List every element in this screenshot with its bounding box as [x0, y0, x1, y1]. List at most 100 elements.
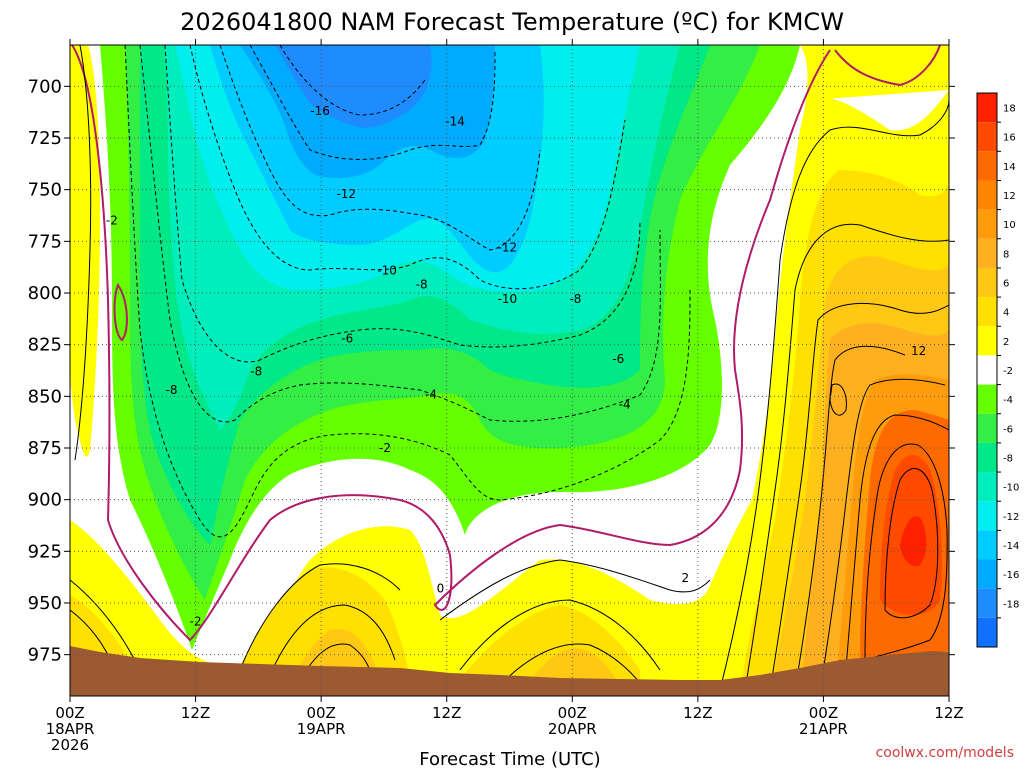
contour-label: -10: [498, 292, 518, 306]
contour-label: -8: [416, 278, 428, 292]
y-tick-label: 900: [28, 490, 62, 511]
y-tick-label: 725: [28, 128, 62, 149]
colorbar-label: -14: [1003, 541, 1019, 552]
terrain: [70, 646, 949, 696]
colorbar-swatch: [977, 384, 997, 414]
colorbar-label: -8: [1003, 453, 1013, 464]
colorbar-label: 6: [1003, 279, 1009, 290]
colorbar-swatch: [977, 209, 997, 239]
x-tick-label: 18APR: [46, 720, 95, 738]
colorbar-label: 4: [1003, 308, 1009, 319]
y-tick-label: 850: [28, 386, 62, 407]
colorbar-label: 12: [1003, 191, 1016, 202]
contour-label: -4: [619, 398, 631, 412]
contour-label: -6: [612, 352, 624, 366]
contour-label: -2: [106, 214, 118, 228]
contour-label: -8: [250, 365, 262, 379]
x-tick-label: 00Z: [55, 704, 84, 722]
contour-label: 2: [681, 571, 689, 585]
contour-label: 12: [911, 344, 926, 358]
x-tick-label: 00Z: [809, 704, 838, 722]
colorbar-label: -2: [1003, 366, 1013, 377]
colorbar-label: -12: [1003, 512, 1019, 523]
colorbar-swatch: [977, 472, 997, 502]
colorbar-swatch: [977, 151, 997, 181]
colorbar-label: 14: [1003, 162, 1016, 173]
zero-degree-contour: [71, 45, 941, 642]
x-tick-label: 00Z: [558, 704, 587, 722]
y-tick-label: 775: [28, 231, 62, 252]
contour-label: 0: [437, 582, 445, 596]
colorbar-swatch: [977, 267, 997, 298]
zero-degree-loop: [113, 282, 128, 342]
temp-band-minus16: [275, 45, 432, 128]
plot-area: [70, 45, 949, 696]
colorbar-swatch: [977, 442, 997, 473]
contour-label: -12: [336, 187, 356, 201]
plot-frame: [69, 44, 950, 697]
y-tick-label: 800: [28, 283, 62, 304]
x-tick-label: 12Z: [683, 704, 712, 722]
colorbar-swatch: [977, 617, 997, 647]
x-tick-label: 2026: [51, 736, 89, 754]
contour-label: -16: [310, 104, 330, 118]
x-tick-label: 12Z: [181, 704, 210, 722]
temp-band-deep-red: [900, 516, 927, 567]
colorbar-swatch: [977, 180, 997, 210]
colorbar-swatch: [977, 501, 997, 531]
y-tick-label: 925: [28, 541, 62, 562]
x-tick-label: 12Z: [934, 704, 963, 722]
contour-label: -8: [166, 383, 178, 397]
y-tick-label: 875: [28, 438, 62, 459]
y-tick-label: 975: [28, 645, 62, 666]
x-tick-label: 00Z: [306, 704, 335, 722]
y-tick-label: 950: [28, 593, 62, 614]
colorbar-swatch: [977, 413, 997, 443]
y-axis: 700 725 750 775 800 825 850 875 900 925 950 975: [28, 76, 955, 666]
colorbar-label: 16: [1003, 133, 1016, 144]
colorbar-swatch: [977, 238, 997, 268]
colorbar: 18 16 14 12 10 8 6 4 2 -2 -4 -6 -8 -10 -12 -14 -16 -18: [976, 92, 1019, 648]
contour-label: -12: [498, 241, 518, 255]
colorbar-swatch: [977, 297, 997, 327]
colorbar-swatch: [977, 122, 997, 152]
y-tick-label: 750: [28, 180, 62, 201]
contour-label: -14: [445, 114, 465, 128]
contour-labels: -16 -14 -12 -12 -10 -10 -8 -8 -8 -8 -6 -6 -4 -4 -2 -2 -2…: [106, 104, 926, 628]
colorbar-swatch: [977, 93, 997, 123]
contour-label: -2: [190, 615, 202, 629]
chart-title: 2026041800 NAM Forecast Temperature (ºC)…: [180, 8, 844, 36]
colorbar-label: 8: [1003, 249, 1009, 260]
colorbar-label: -18: [1003, 599, 1019, 610]
colorbar-swatch: [977, 530, 997, 560]
contour-label: -4: [425, 387, 437, 401]
colorbar-label: 2: [1003, 337, 1009, 348]
contour-label: -2: [379, 441, 391, 455]
colorbar-swatch: [977, 326, 997, 356]
contour-label: -8: [569, 292, 581, 306]
colorbar-label: -4: [1003, 395, 1013, 406]
grid: [70, 45, 949, 696]
credit-text: coolwx.com/models: [876, 745, 1014, 761]
y-tick-label: 825: [28, 335, 62, 356]
colorbar-frame: [976, 92, 998, 648]
colorbar-label: -6: [1003, 424, 1013, 435]
subzero-contours: [124, 45, 691, 538]
colorbar-label: -10: [1003, 483, 1019, 494]
x-tick-label: 19APR: [297, 720, 346, 738]
x-tick-label: 21APR: [799, 720, 848, 738]
colorbar-swatch: [977, 588, 997, 618]
contour-label: -6: [341, 331, 353, 345]
colorbar-label: 18: [1003, 104, 1016, 115]
colorbar-swatch: [977, 559, 997, 589]
temp-band-yellow-left: [70, 45, 100, 457]
y-tick-label: 700: [28, 76, 62, 97]
x-axis-label: Forecast Time (UTC): [419, 749, 600, 768]
contour-label: -10: [377, 263, 397, 277]
x-tick-label: 20APR: [548, 720, 597, 738]
colorbar-label: 10: [1003, 220, 1016, 231]
colorbar-swatch: [977, 355, 997, 385]
